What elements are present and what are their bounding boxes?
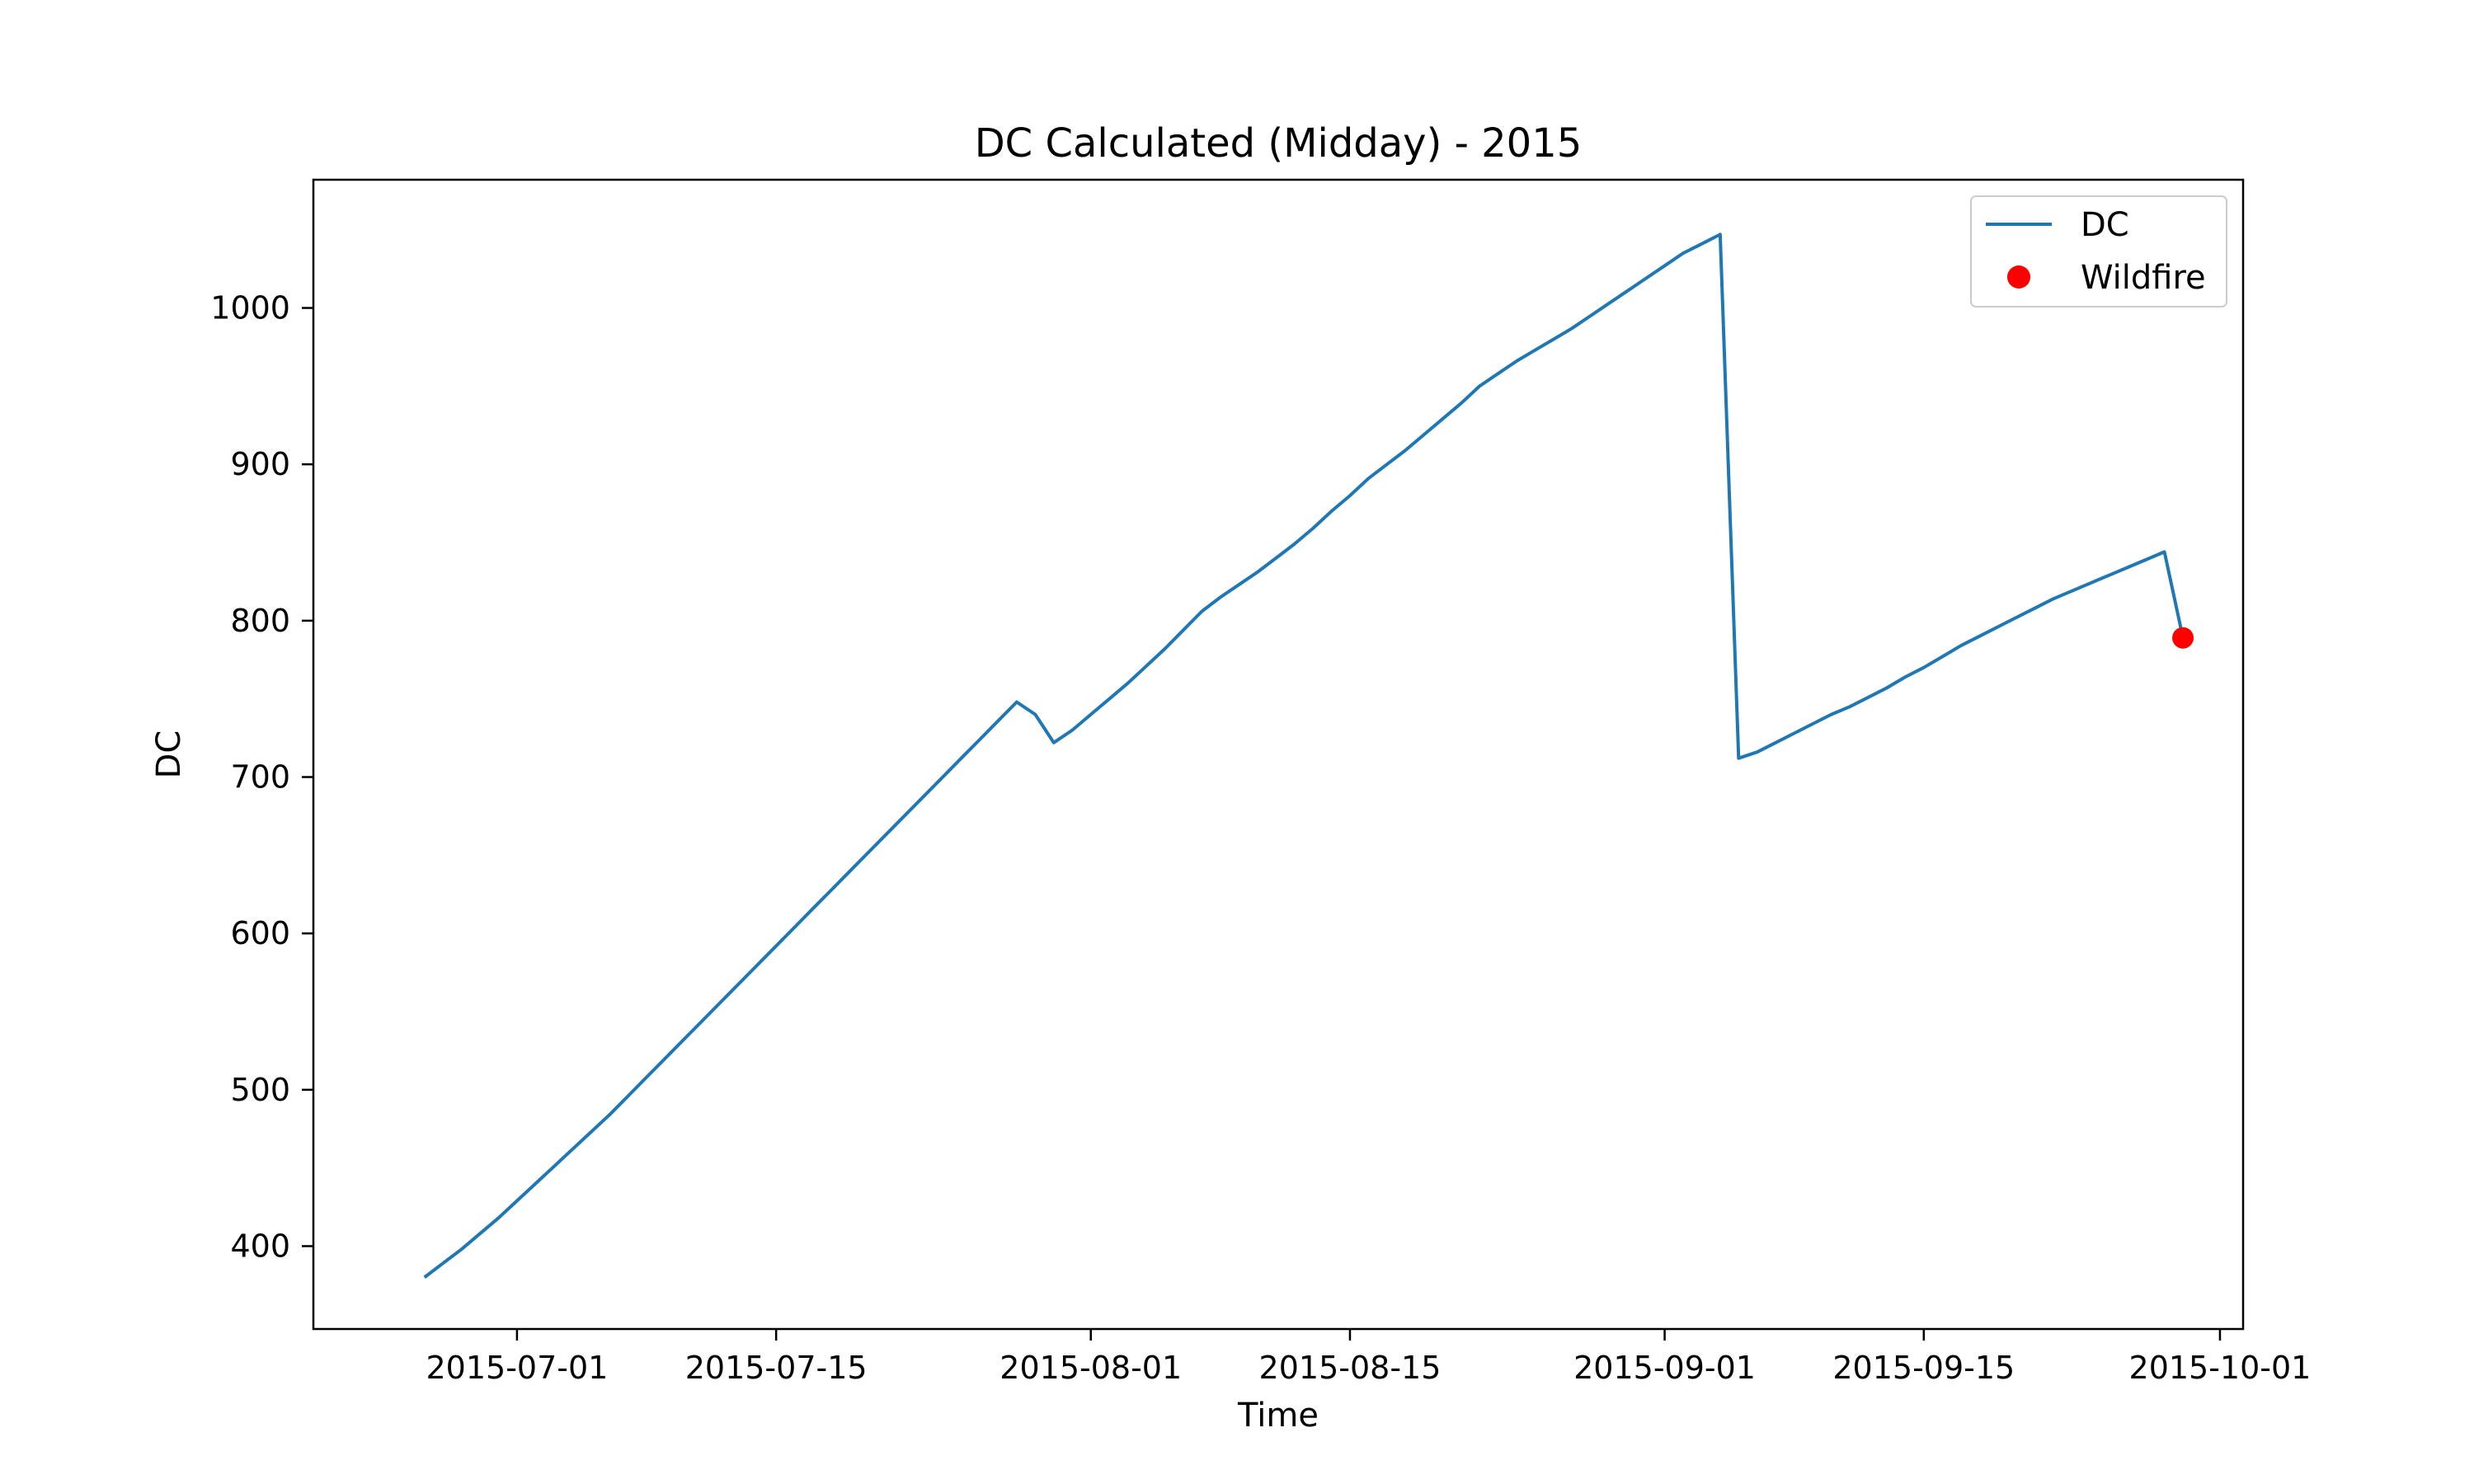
x-tick-label: 2015-07-15 [685, 1350, 868, 1386]
x-axis-label: Time [1237, 1397, 1319, 1435]
y-tick-label: 800 [230, 603, 290, 639]
y-tick-label: 400 [230, 1228, 290, 1264]
x-axis-ticks: 2015-07-01 2015-07-15 2015-08-01 2015-08-15… [426, 1329, 2311, 1386]
chart-title: DC Calculated (Midday) - 2015 [975, 120, 1583, 167]
x-tick-label: 2015-08-15 [1259, 1350, 1442, 1386]
x-tick-label: 2015-09-01 [1573, 1350, 1756, 1386]
plot-frame [312, 178, 2245, 1331]
y-tick-label: 900 [230, 446, 290, 482]
y-tick-label: 500 [230, 1072, 290, 1108]
series-line-dc [423, 232, 2185, 1279]
x-tick-label: 2015-09-15 [1832, 1350, 2015, 1386]
legend: DC Wildfire [1970, 195, 2227, 308]
y-tick-label: 1000 [210, 290, 290, 326]
wildfire-point [2172, 627, 2194, 649]
x-tick-label: 2015-08-01 [999, 1350, 1182, 1386]
plot-area [423, 232, 2194, 1279]
y-axis-label: DC [150, 730, 188, 779]
x-tick-label: 2015-07-01 [426, 1350, 608, 1386]
legend-dc-label: DC [2081, 206, 2129, 244]
y-axis-ticks: 400 500 600 700 800 900 1000 [210, 290, 313, 1264]
y-tick-label: 600 [230, 915, 290, 951]
legend-wildfire-label: Wildfire [2081, 259, 2206, 297]
x-tick-label: 2015-10-01 [2129, 1350, 2312, 1386]
y-tick-label: 700 [230, 759, 290, 796]
legend-wildfire-swatch [2007, 265, 2030, 289]
